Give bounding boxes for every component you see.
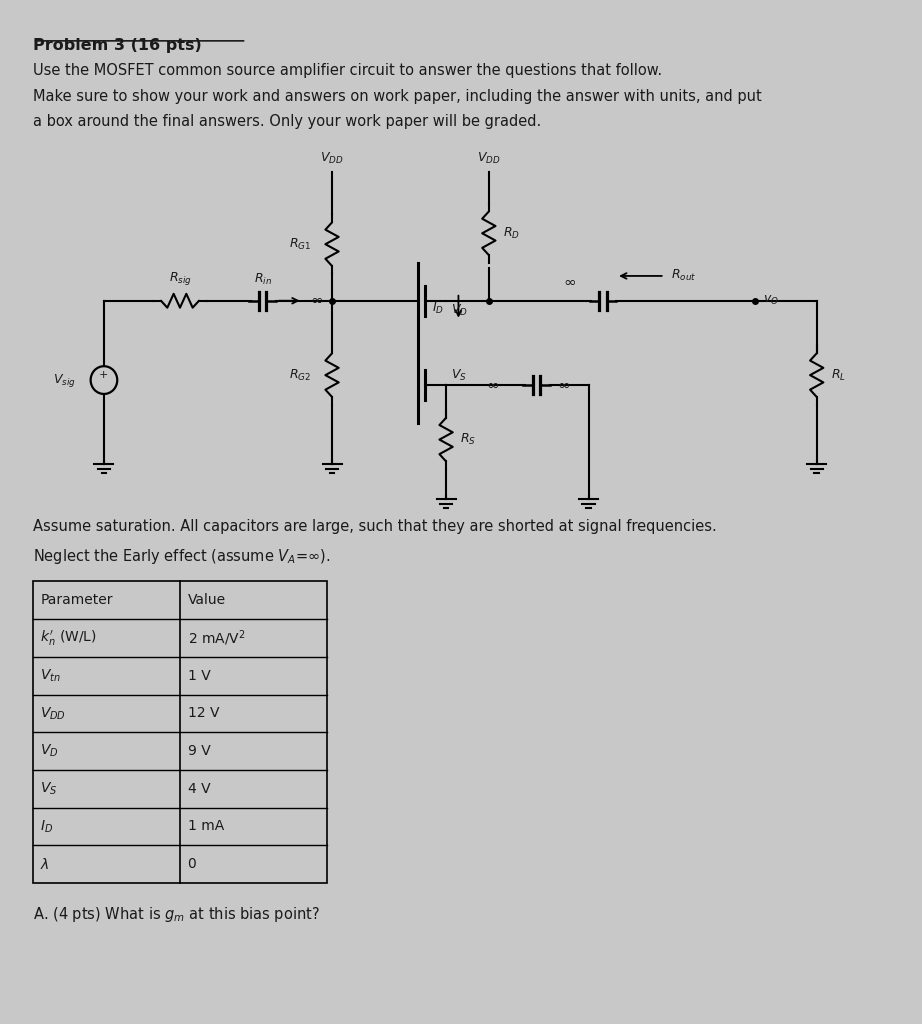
Text: $V_{DD}$: $V_{DD}$: [477, 151, 501, 166]
Text: 9 V: 9 V: [187, 744, 210, 758]
Text: ∞: ∞: [486, 378, 499, 392]
Text: +: +: [100, 370, 109, 380]
Text: $R_D$: $R_D$: [503, 225, 520, 241]
Text: $R_{in}$: $R_{in}$: [254, 271, 272, 287]
Text: $V_S$: $V_S$: [41, 780, 58, 797]
Text: $R_{out}$: $R_{out}$: [671, 268, 697, 284]
Text: $V_{DD}$: $V_{DD}$: [41, 706, 66, 722]
Text: $v_O$: $v_O$: [762, 294, 778, 307]
Text: 2 mA/V$^2$: 2 mA/V$^2$: [187, 628, 245, 648]
Text: $R_{G2}$: $R_{G2}$: [290, 368, 311, 383]
Text: Problem 3 (16 pts): Problem 3 (16 pts): [32, 38, 201, 53]
Text: $R_L$: $R_L$: [831, 368, 846, 383]
Text: $I_D$: $I_D$: [41, 818, 53, 835]
Text: $V_{sig}$: $V_{sig}$: [53, 372, 76, 388]
Text: Value: Value: [187, 593, 226, 607]
Text: 12 V: 12 V: [187, 707, 219, 720]
Text: a box around the final answers. Only your work paper will be graded.: a box around the final answers. Only you…: [32, 115, 541, 129]
Text: $V_D$: $V_D$: [41, 742, 59, 759]
Text: ∞: ∞: [310, 293, 323, 308]
Text: $R_{G1}$: $R_{G1}$: [289, 237, 311, 252]
Text: 0: 0: [187, 857, 196, 871]
Text: $V_{DD}$: $V_{DD}$: [320, 151, 344, 166]
Text: $V_{tn}$: $V_{tn}$: [41, 668, 61, 684]
Text: $I_D$: $I_D$: [432, 301, 444, 316]
Text: Use the MOSFET common source amplifier circuit to answer the questions that foll: Use the MOSFET common source amplifier c…: [32, 62, 662, 78]
Text: $\lambda$: $\lambda$: [41, 857, 50, 871]
Text: Neglect the Early effect (assume $V_A$=∞).: Neglect the Early effect (assume $V_A$=∞…: [32, 547, 330, 565]
Text: $R_{sig}$: $R_{sig}$: [169, 270, 192, 287]
Text: $V_S$: $V_S$: [451, 368, 467, 383]
Text: Assume saturation. All capacitors are large, such that they are shorted at signa: Assume saturation. All capacitors are la…: [32, 519, 716, 534]
Text: Make sure to show your work and answers on work paper, including the answer with: Make sure to show your work and answers …: [32, 89, 762, 104]
Text: $V_D$: $V_D$: [451, 303, 467, 318]
Text: Parameter: Parameter: [41, 593, 112, 607]
Text: A. (4 pts) What is $g_m$ at this bias point?: A. (4 pts) What is $g_m$ at this bias po…: [32, 905, 320, 924]
Text: 1 V: 1 V: [187, 669, 210, 683]
Text: $R_S$: $R_S$: [460, 432, 477, 447]
Text: ∞: ∞: [563, 275, 576, 291]
Text: 1 mA: 1 mA: [187, 819, 224, 834]
Text: ∞: ∞: [557, 378, 570, 392]
Text: 4 V: 4 V: [187, 781, 210, 796]
Text: $k_{n}'$ (W/L): $k_{n}'$ (W/L): [41, 629, 97, 647]
